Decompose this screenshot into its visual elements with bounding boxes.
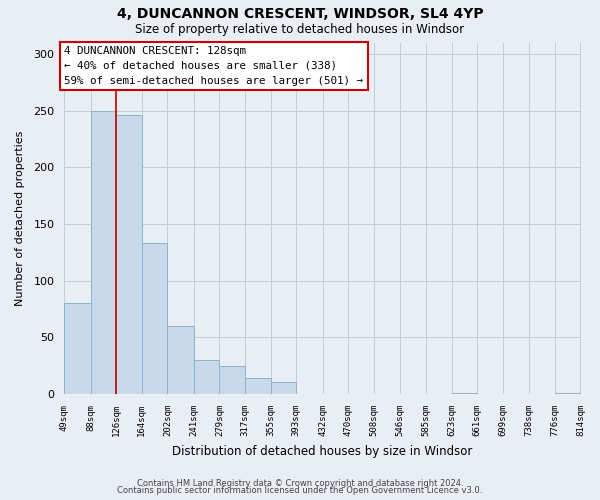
Bar: [271, 382, 296, 394]
Text: Contains HM Land Registry data © Crown copyright and database right 2024.: Contains HM Land Registry data © Crown c…: [137, 478, 463, 488]
X-axis label: Distribution of detached houses by size in Windsor: Distribution of detached houses by size …: [172, 444, 473, 458]
Bar: [194, 360, 220, 394]
Bar: [116, 115, 142, 394]
Bar: [452, 393, 477, 394]
Bar: [64, 304, 91, 394]
Bar: [555, 393, 580, 394]
Text: Size of property relative to detached houses in Windsor: Size of property relative to detached ho…: [136, 22, 464, 36]
Text: 4, DUNCANNON CRESCENT, WINDSOR, SL4 4YP: 4, DUNCANNON CRESCENT, WINDSOR, SL4 4YP: [116, 8, 484, 22]
Bar: [91, 110, 116, 394]
Bar: [167, 326, 194, 394]
Bar: [142, 244, 167, 394]
Bar: [245, 378, 271, 394]
Text: 4 DUNCANNON CRESCENT: 128sqm
← 40% of detached houses are smaller (338)
59% of s: 4 DUNCANNON CRESCENT: 128sqm ← 40% of de…: [64, 46, 363, 86]
Bar: [220, 366, 245, 394]
Y-axis label: Number of detached properties: Number of detached properties: [15, 130, 25, 306]
Text: Contains public sector information licensed under the Open Government Licence v3: Contains public sector information licen…: [118, 486, 482, 495]
